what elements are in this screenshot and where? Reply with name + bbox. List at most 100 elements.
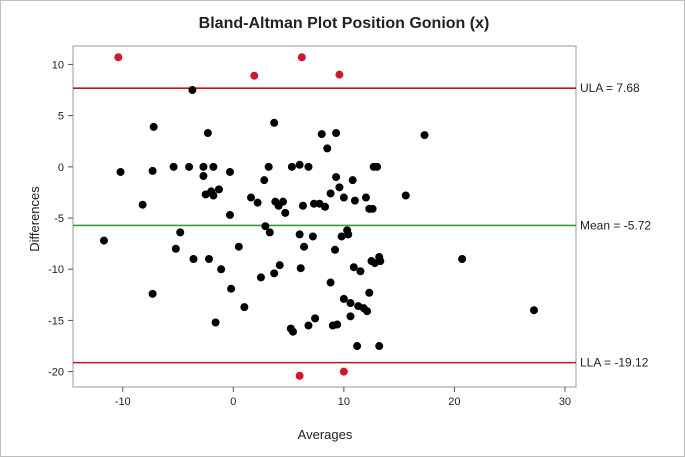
reference-line-label: LLA = -19.12: [580, 356, 649, 370]
data-point: [317, 130, 326, 139]
data-point: [331, 245, 340, 254]
data-point: [365, 288, 374, 297]
data-point: [199, 172, 208, 181]
data-point: [234, 242, 243, 251]
data-point: [311, 314, 320, 323]
y-tick-label: 0: [58, 162, 64, 174]
data-point: [356, 267, 365, 276]
data-point: [209, 191, 218, 200]
data-point: [401, 191, 410, 200]
data-point: [227, 284, 236, 293]
data-point: [375, 342, 384, 351]
data-point: [335, 183, 344, 192]
data-point: [287, 162, 296, 171]
data-point: [309, 199, 318, 208]
data-point: [348, 176, 357, 185]
data-point: [373, 162, 382, 171]
reference-lines: ULA = 7.68 Mean = -5.72 LLA = -19.12: [73, 81, 651, 370]
data-point: [189, 254, 198, 263]
data-point: [344, 230, 353, 239]
data-point: [300, 242, 309, 251]
data-point: [323, 144, 332, 153]
data-point: [203, 129, 212, 138]
data-point: [529, 306, 538, 315]
y-tick-label: 10: [52, 59, 64, 71]
y-tick-label: -20: [48, 367, 64, 379]
y-tick-label: -5: [54, 213, 64, 225]
data-point: [281, 208, 290, 217]
x-tick-label: 30: [559, 396, 571, 408]
data-point: [326, 189, 335, 198]
data-point: [260, 176, 269, 185]
data-point: [297, 53, 306, 62]
data-point: [138, 200, 147, 209]
x-tick-label: 0: [230, 396, 236, 408]
x-tick-label: -10: [115, 396, 131, 408]
data-point: [261, 222, 270, 231]
data-point: [353, 342, 362, 351]
data-point: [275, 261, 284, 270]
data-point: [321, 202, 330, 211]
data-point: [346, 299, 355, 308]
plot-area: [72, 45, 577, 388]
y-tick-label: -15: [48, 315, 64, 327]
data-point: [295, 371, 304, 380]
data-point: [116, 167, 125, 176]
data-point: [246, 193, 255, 202]
data-point: [240, 303, 249, 312]
y-tick-label: 5: [58, 111, 64, 123]
x-axis-label: Averages: [298, 427, 353, 442]
data-point: [420, 131, 429, 140]
data-point: [333, 320, 342, 329]
data-point: [214, 185, 223, 194]
data-point: [304, 321, 313, 330]
data-point: [185, 162, 194, 171]
data-point: [288, 327, 297, 336]
data-point: [211, 318, 220, 327]
data-point: [361, 193, 370, 202]
data-point: [149, 122, 158, 131]
data-point: [148, 289, 157, 298]
reference-line-label: ULA = 7.68: [580, 81, 640, 95]
data-point: [279, 197, 288, 206]
data-point: [270, 269, 279, 278]
chart-title: Bland-Altman Plot Position Gonion (x): [199, 15, 490, 32]
data-point: [363, 307, 372, 316]
data-point: [339, 193, 348, 202]
x-tick-label: 20: [448, 396, 460, 408]
data-point: [225, 167, 234, 176]
data-point: [270, 118, 279, 127]
data-point: [204, 254, 213, 263]
data-point: [253, 198, 262, 207]
data-point: [308, 232, 317, 241]
data-point: [295, 160, 304, 169]
y-axis-label: Differences: [27, 186, 42, 252]
data-point: [326, 278, 335, 287]
data-point: [296, 264, 305, 273]
data-point: [346, 312, 355, 321]
data-point: [199, 162, 208, 171]
data-point: [458, 254, 467, 263]
data-point: [332, 173, 341, 182]
data-point: [295, 230, 304, 239]
data-points: [99, 53, 538, 380]
data-point: [217, 265, 226, 274]
axis-ticks: -10 0 10 20 30 -20 -15 -10 -5 0 5 10: [48, 59, 571, 408]
data-point: [304, 162, 313, 171]
data-point: [148, 166, 157, 175]
data-point: [114, 53, 123, 62]
data-point: [169, 162, 178, 171]
data-point: [337, 232, 346, 241]
data-point: [188, 86, 197, 95]
data-point: [339, 294, 348, 303]
data-point: [99, 236, 108, 245]
data-point: [350, 196, 359, 205]
x-tick-label: 10: [338, 396, 350, 408]
data-point: [339, 367, 348, 376]
data-point: [349, 263, 358, 272]
data-point: [209, 162, 218, 171]
data-point: [256, 273, 265, 282]
data-point: [332, 129, 341, 138]
